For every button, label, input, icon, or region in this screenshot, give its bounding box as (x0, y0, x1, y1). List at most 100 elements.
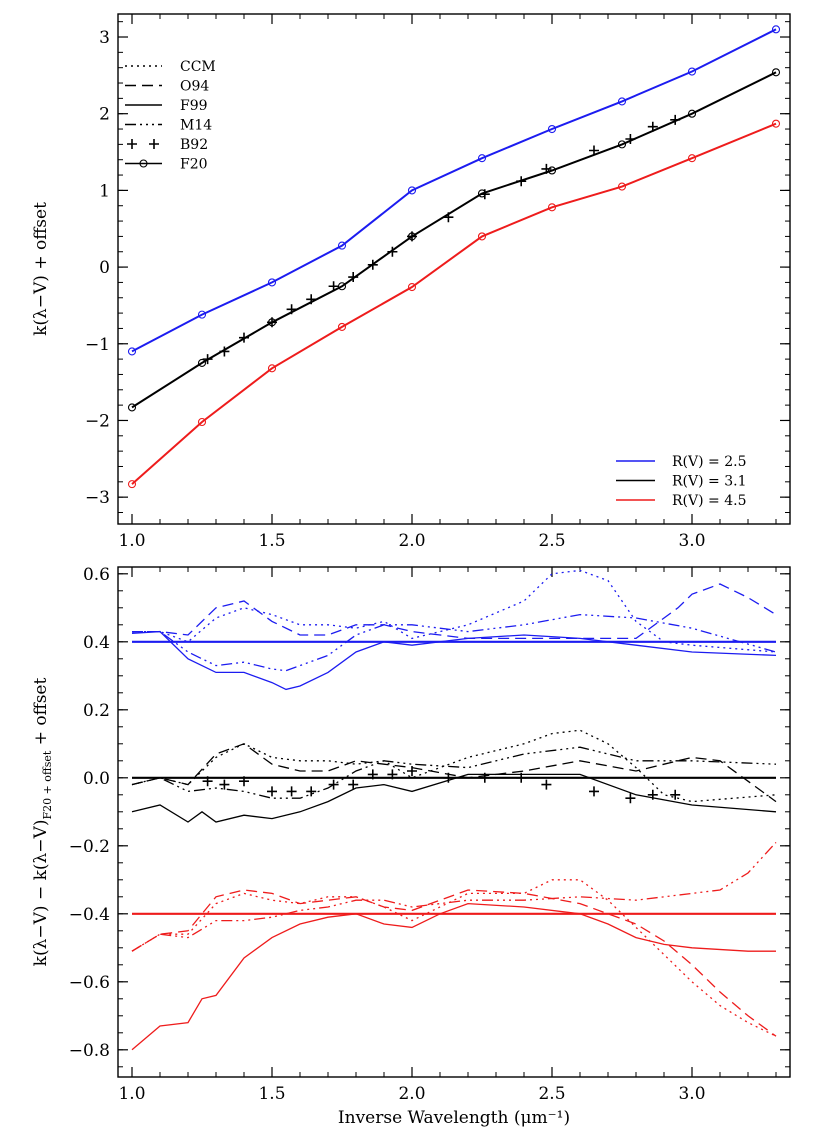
f20-circle-marker (687, 154, 697, 163)
series-ccm-rv4.5 (131, 879, 777, 1037)
y-tick-label: 0.6 (83, 565, 110, 585)
b92-plus-marker (286, 304, 297, 315)
legend-rv-2: R(V) = 4.5 (616, 493, 746, 509)
series-m14-rv3.1 (131, 746, 777, 799)
b92-plus-marker (647, 121, 658, 132)
series-f20-rv3.1 (131, 71, 777, 409)
y-tick-label: 2 (99, 105, 110, 125)
b92-plus-marker (239, 776, 249, 787)
legend-label: CCM (180, 59, 216, 75)
b92-plus-marker (328, 281, 339, 292)
series-f20-rv4.5 (131, 122, 777, 485)
b92-plus-marker (367, 769, 378, 780)
f20-circle-marker (407, 186, 417, 195)
series-f99-rv4.5 (131, 902, 776, 1051)
legend-m14: M14 (125, 118, 212, 134)
x-tick-label: 1.5 (258, 1084, 285, 1104)
legend-label: O94 (180, 79, 209, 95)
y-tick-label: −1 (85, 335, 110, 355)
f20-circle-marker (337, 322, 347, 331)
y-tick-label: −0.4 (69, 905, 110, 925)
f20-circle-marker (337, 241, 347, 250)
b92-plus-marker (625, 134, 636, 145)
x-tick-label: 2.0 (398, 531, 425, 551)
y-tick-label: 0.0 (83, 769, 110, 789)
series-ccm-rv3.1 (131, 729, 777, 803)
legend-rv-1: R(V) = 3.1 (616, 474, 746, 490)
b92-plus-marker (541, 163, 552, 174)
legend-circle-symbol (139, 159, 148, 168)
f20-circle-marker (127, 347, 137, 356)
b92-plus-marker (479, 772, 490, 783)
y-axis-label: k(λ−V) − k(λ−V)F20 + offset + offset (31, 678, 54, 967)
b92-plus-marker (267, 786, 277, 797)
f20-circle-marker (771, 25, 781, 34)
b92-plus-marker (516, 176, 527, 187)
b92-plus-marker (219, 779, 230, 790)
b92-plus-marker (387, 246, 398, 257)
f20-circle-marker (127, 403, 137, 412)
series-o94-rv4.5 (131, 889, 777, 1037)
legend-rv-label: R(V) = 4.5 (672, 493, 746, 509)
legend-label: M14 (180, 118, 212, 134)
x-tick-label: 2.5 (538, 1084, 565, 1104)
f20-circle-marker (547, 166, 557, 175)
b92-plus-marker (202, 776, 213, 787)
legend-f99: F99 (125, 98, 208, 114)
f20-circle-marker (617, 182, 627, 191)
b92-plus-marker (306, 786, 317, 797)
y-tick-label: 0 (99, 258, 110, 278)
f20-circle-marker (477, 232, 487, 241)
b92-plus-marker (443, 212, 454, 223)
b92-plus-marker (443, 772, 454, 783)
y-tick-label: −3 (85, 488, 110, 508)
legend-b92: B92 (127, 137, 208, 153)
bottom-panel: 1.0 1.5 2.0 2.5 3.0 −0.8 −0.6 −0.4 −0.2 0.0 0.2 0.4… (31, 565, 791, 1128)
b92-plus-marker (670, 114, 681, 125)
series-m14-rv2.5 (132, 613, 777, 672)
f20-circle-marker (547, 203, 557, 212)
series-o94-rv3.1 (131, 743, 777, 803)
b92-plus-marker (647, 789, 658, 800)
b92-plus-marker (286, 786, 297, 797)
series-m14-rv4.5 (131, 841, 777, 952)
x-tick-label: 2.0 (398, 1084, 425, 1104)
x-tick-label: 3.0 (678, 531, 705, 551)
b92-plus-marker (306, 294, 317, 305)
b92-plus-marker (267, 317, 277, 328)
b92-plus-marker (479, 189, 490, 200)
legend-ccm: CCM (125, 59, 216, 75)
y-tick-label: −0.6 (69, 973, 110, 993)
f20-circle-marker (687, 109, 697, 118)
b92-plus-marker (589, 145, 599, 156)
f20-circle-marker (197, 417, 207, 427)
b92-plus-marker (407, 231, 417, 242)
legend-o94: O94 (125, 79, 209, 95)
f20-circle-marker (617, 97, 627, 106)
b92-plus-marker (202, 354, 213, 365)
y-tick-label: −0.8 (69, 1041, 110, 1061)
legend-plus-symbol (149, 139, 159, 149)
f20-circle-marker (771, 68, 781, 77)
series-f20-rv2.5 (131, 28, 777, 353)
b92-plus-marker (541, 779, 552, 790)
f20-circle-marker (617, 140, 627, 149)
b92-plus-marker (625, 793, 636, 804)
y-tick-label: −0.2 (69, 837, 110, 857)
series-o94-rv2.5 (132, 583, 777, 640)
f20-circle-marker (197, 310, 207, 319)
y-axis-label: k(λ−V) + offset (31, 202, 51, 336)
y-tick-label: 0.4 (83, 633, 110, 653)
legend-label: B92 (180, 137, 208, 153)
plot-frame (117, 13, 791, 525)
f20-circle-marker (127, 480, 137, 489)
series-f99-rv2.5 (131, 630, 777, 691)
x-tick-label: 1.0 (118, 531, 145, 551)
y-tick-label: 1 (99, 181, 110, 201)
y-tick-label: 0.2 (83, 701, 110, 721)
b92-plus-marker (387, 769, 398, 780)
series-f99-rv3.1 (131, 773, 777, 823)
f20-circle-marker (267, 364, 277, 373)
x-tick-label: 1.0 (118, 1084, 145, 1104)
